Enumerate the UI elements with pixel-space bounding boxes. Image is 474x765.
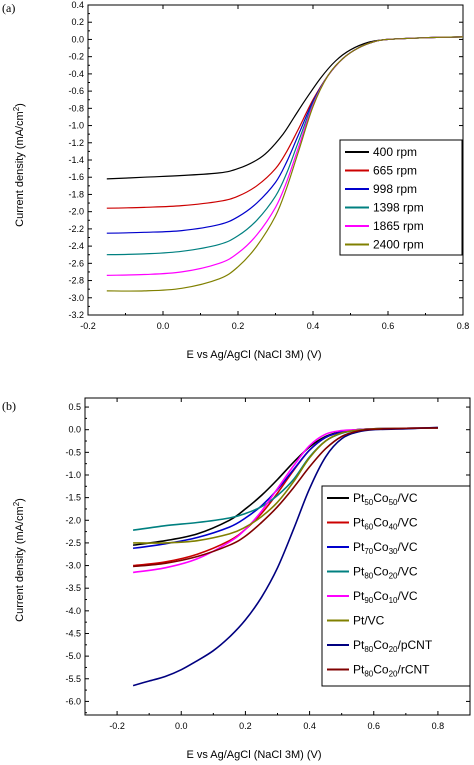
y-axis-label-b: Current density (mA/cm2) bbox=[12, 498, 27, 622]
y-tick-label: -2.2 bbox=[68, 224, 84, 234]
y-tick-label: -4.0 bbox=[65, 606, 81, 616]
y-tick-label: -1.0 bbox=[65, 470, 81, 480]
y-tick-label: -1.6 bbox=[68, 172, 84, 182]
y-tick-label: -3.0 bbox=[65, 561, 81, 571]
legend-a: 400 rpm 665 rpm 998 rpm 1398 rpm 1865 rpm 240… bbox=[339, 139, 463, 256]
y-tick-label: 0.4 bbox=[71, 0, 84, 10]
legend-entry-6: Pt/VC bbox=[353, 614, 385, 628]
y-tick-label: -3.2 bbox=[68, 310, 84, 320]
y-tick-label: -1.0 bbox=[68, 121, 84, 131]
y-tick-label: -1.4 bbox=[68, 155, 84, 165]
legend-entry-3: Pt70Co30/VC bbox=[353, 540, 418, 556]
y-tick-label: -3.5 bbox=[65, 583, 81, 593]
series-line-6 bbox=[106, 36, 464, 292]
legend-b: Pt50Co50/VC Pt60Co40/VC Pt70Co30/VC Pt80Co2… bbox=[321, 485, 471, 687]
legend-entry-7: Pt80Co20/pCNT bbox=[353, 638, 433, 654]
x-axis-label-b: E vs Ag/AgCl (NaCl 3M) (V) bbox=[186, 749, 321, 761]
legend-entry-5: 1865 rpm bbox=[373, 219, 424, 233]
y-tick-label: -6.0 bbox=[65, 696, 81, 706]
legend-entry-2: Pt60Co40/VC bbox=[353, 516, 418, 532]
y-tick-label: -0.2 bbox=[68, 52, 84, 62]
x-tick-label: -0.2 bbox=[109, 721, 125, 731]
y-tick-label: -2.0 bbox=[65, 515, 81, 525]
y-tick-label: -0.6 bbox=[68, 86, 84, 96]
y-tick-label: -1.2 bbox=[68, 138, 84, 148]
legend-entry-1: Pt50Co50/VC bbox=[353, 491, 418, 507]
y-tick-label: 0.2 bbox=[71, 17, 84, 27]
legend-box bbox=[339, 139, 463, 256]
y-tick-label: -2.5 bbox=[65, 538, 81, 548]
series-line-1 bbox=[106, 36, 464, 180]
y-tick-label: -0.5 bbox=[65, 447, 81, 457]
y-tick-label: -4.5 bbox=[65, 628, 81, 638]
x-tick-label: 0.2 bbox=[232, 321, 245, 331]
panel-label-a: (a) bbox=[2, 1, 15, 15]
y-tick-label: 0.0 bbox=[71, 34, 84, 44]
chart-panel-b: (b) 0.5 0.0 -0.5 -1.0 -1.5 -2.0 -2.5 -3.0 -3.5 -4… bbox=[2, 397, 471, 761]
y-tick-label: -2.4 bbox=[68, 241, 84, 251]
series-line-8 bbox=[133, 427, 438, 568]
y-tick-label: -3.0 bbox=[68, 293, 84, 303]
series-lines-b bbox=[132, 426, 438, 687]
y-axis-label-a: Current density (mA/cm2) bbox=[12, 103, 27, 227]
y-tick-label: -2.8 bbox=[68, 276, 84, 286]
x-tick-label: 0.4 bbox=[307, 321, 320, 331]
x-axis-label-a: E vs Ag/AgCl (NaCl 3M) (V) bbox=[186, 349, 321, 361]
legend-entry-3: 998 rpm bbox=[373, 182, 417, 196]
x-tick-label: 0.8 bbox=[432, 721, 445, 731]
legend-entry-8: Pt80Co20/rCNT bbox=[353, 663, 430, 679]
legend-entry-4: Pt80Co20/VC bbox=[353, 565, 418, 581]
legend-entry-1: 400 rpm bbox=[373, 145, 417, 159]
axis-ticks-b: 0.5 0.0 -0.5 -1.0 -1.5 -2.0 -2.5 -3.0 -3.5 -4.0 -4… bbox=[65, 398, 470, 731]
x-tick-label: 0.0 bbox=[175, 721, 188, 731]
x-tick-label: 0.4 bbox=[303, 721, 316, 731]
x-tick-label: 0.6 bbox=[367, 721, 380, 731]
series-line-7 bbox=[132, 426, 438, 687]
y-tick-label: 0.0 bbox=[68, 425, 81, 435]
chart-panel-a: (a) 0.4 0.2 0.0 -0.2 -0.4 -0.6 -0.8 -1.0 -1.2 -1.… bbox=[2, 0, 469, 361]
y-tick-label: -0.4 bbox=[68, 69, 84, 79]
y-tick-label: -2.0 bbox=[68, 207, 84, 217]
axis-ticks-a: 0.4 0.2 0.0 -0.2 -0.4 -0.6 -0.8 -1.0 -1.2 -1.4 -1.… bbox=[68, 0, 469, 331]
x-tick-label: 0.2 bbox=[239, 721, 252, 731]
x-tick-label: 0.8 bbox=[457, 321, 470, 331]
legend-entry-6: 2400 rpm bbox=[373, 238, 424, 252]
y-tick-label: -1.5 bbox=[65, 493, 81, 503]
y-tick-label: -1.8 bbox=[68, 189, 84, 199]
legend-entry-5: Pt90Co10/VC bbox=[353, 589, 418, 605]
y-tick-label: -2.6 bbox=[68, 258, 84, 268]
legend-box bbox=[321, 485, 471, 687]
legend-entry-2: 665 rpm bbox=[373, 164, 417, 178]
x-tick-label: 0.0 bbox=[157, 321, 170, 331]
x-tick-label: -0.2 bbox=[80, 321, 96, 331]
series-lines-a bbox=[106, 36, 464, 292]
x-tick-label: 0.6 bbox=[382, 321, 395, 331]
y-tick-label: -5.5 bbox=[65, 674, 81, 684]
y-tick-label: 0.5 bbox=[68, 402, 81, 412]
y-tick-label: -5.0 bbox=[65, 651, 81, 661]
y-tick-label: -0.8 bbox=[68, 103, 84, 113]
legend-entry-4: 1398 rpm bbox=[373, 201, 424, 215]
panel-label-b: (b) bbox=[2, 399, 16, 413]
